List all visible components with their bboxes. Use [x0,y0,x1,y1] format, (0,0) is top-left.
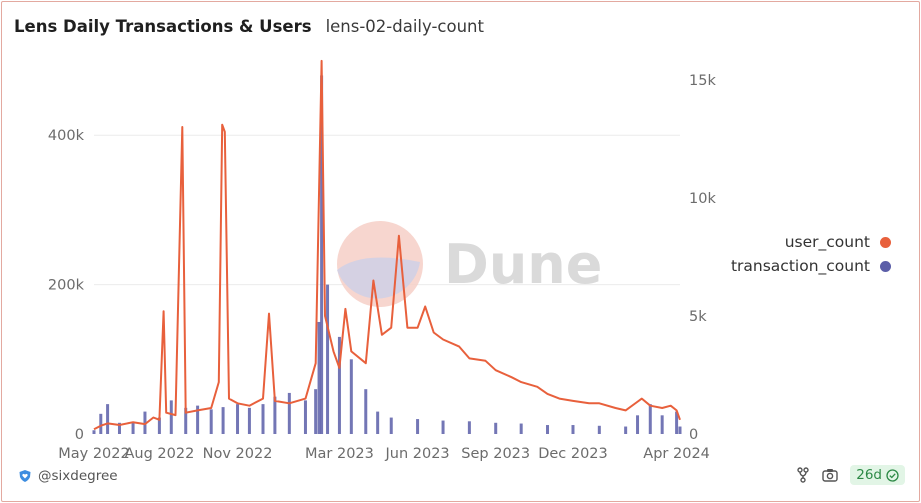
transaction-bar [416,419,420,434]
y-right-tick-label: 15k [689,73,716,89]
y-right-tick-label: 10k [689,191,716,207]
x-tick-label: Apr 2024 [643,446,710,462]
fork-icon[interactable] [796,467,810,483]
transaction-bar [678,426,682,434]
transaction-bar [314,389,318,434]
legend-label-transaction-count: transaction_count [730,257,870,275]
transaction-bar [131,422,135,434]
x-tick-label: Sep 2023 [461,446,530,462]
transaction-bar [196,405,200,434]
transaction-bar [675,411,679,434]
transaction-bar [660,415,664,434]
x-tick-label: Jun 2023 [384,446,449,462]
transaction-bar [441,420,445,434]
transaction-bar [106,404,110,434]
dune-watermark: Dune [337,221,602,307]
y-left-tick-label: 400k [48,128,85,144]
y-right-tick-label: 5k [689,309,707,325]
freshness-badge[interactable]: 26d [850,465,905,485]
transaction-bar [169,400,173,434]
transaction-bar [236,404,240,434]
transaction-bar [467,421,471,434]
check-circle-icon [886,468,899,482]
transaction-bar [320,75,324,434]
transaction-bar [519,423,523,434]
transaction-bar [624,426,628,434]
x-tick-label: Mar 2023 [305,446,374,462]
author-name: @sixdegree [38,468,118,484]
legend: user_count transaction_count [731,230,891,278]
transaction-count-bars [92,75,682,434]
transaction-bar [571,425,575,434]
transaction-bar [326,284,330,434]
transaction-bar [389,417,393,434]
transaction-bar [92,430,96,434]
freshness-age: 26d [856,467,882,483]
camera-icon[interactable] [822,468,838,482]
watermark-logo-bottom [337,257,420,299]
chart-title: Lens Daily Transactions & Users [14,17,312,36]
x-tick-label: May 2022 [58,446,130,462]
y-right-tick-label: 0 [689,427,698,443]
transaction-bar [157,417,161,434]
transaction-bar [221,407,225,434]
x-tick-label: Dec 2023 [538,446,608,462]
legend-dot-transaction-count [880,260,891,272]
user-count-line [93,59,681,431]
transaction-bar [287,392,291,434]
transaction-bar [209,409,213,434]
transaction-bar [494,422,498,434]
transaction-bar [349,359,353,434]
query-name: lens-02-daily-count [325,17,484,36]
transaction-bar [184,407,188,434]
transaction-bar [597,425,601,434]
author-link[interactable]: @sixdegree [18,468,118,484]
legend-dot-user-count [880,236,891,248]
transaction-bar [648,404,652,434]
user-count-series-line [93,59,681,431]
transaction-bar [317,321,321,434]
transaction-bar [117,422,121,434]
transaction-bar [99,413,103,434]
transaction-bar [303,400,307,434]
transaction-bar [261,404,265,434]
transaction-bar [247,407,251,434]
watermark-text: Dune [444,233,602,296]
transaction-bar [546,425,550,434]
transaction-bar [273,396,277,434]
y-left-tick-label: 0 [75,427,84,443]
legend-item-transaction-count[interactable]: transaction_count [731,254,891,278]
legend-item-user-count[interactable]: user_count [731,230,891,254]
transaction-bar [143,411,147,434]
footer-actions: 26d [796,465,905,485]
x-tick-label: Aug 2022 [124,446,194,462]
x-tick-label: Nov 2022 [203,446,273,462]
heart-shield-icon [18,469,32,483]
transaction-bar [364,389,368,434]
chart-header: Lens Daily Transactions & Users lens-02-… [14,17,484,36]
transaction-bar [636,415,640,434]
transaction-bar [337,336,341,434]
legend-label-user-count: user_count [784,233,870,251]
transaction-bar [376,411,380,434]
y-left-tick-label: 200k [48,278,85,294]
